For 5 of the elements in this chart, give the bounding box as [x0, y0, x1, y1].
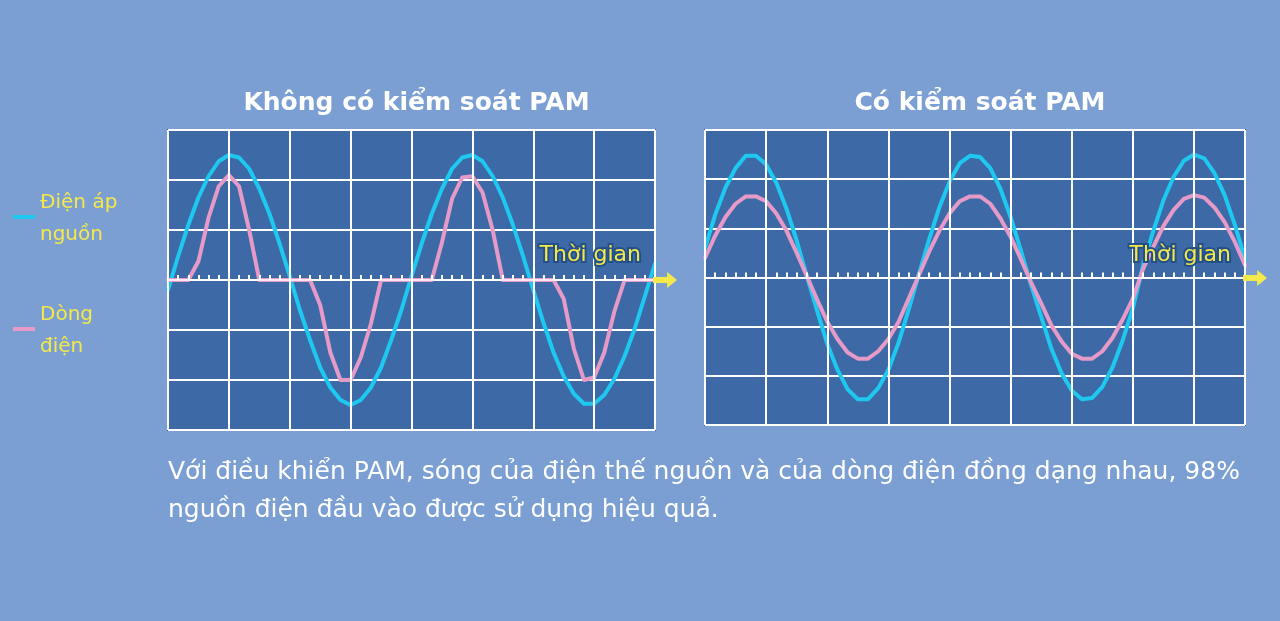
text: Với điều khiển PAM, sóng của điện thế nguồn và của dòng điện đồng dạng nhau, 98% nguồn điện đầu vào được sử dụng hiệu quả. — [168, 455, 1241, 525]
legend-label: Điện áp nguồn — [40, 189, 124, 245]
chart-title: Không có kiểm soát PAM — [243, 86, 590, 116]
chart-title: Có kiểm soát PAM — [854, 86, 1106, 116]
legend-label: Dòng điện — [40, 301, 100, 357]
